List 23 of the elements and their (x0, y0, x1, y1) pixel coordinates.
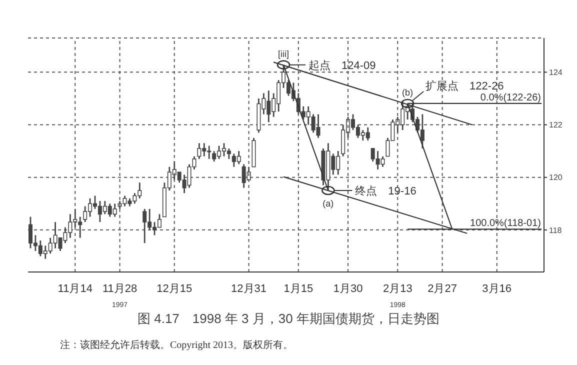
x-tick-label: 12月15 (156, 283, 192, 295)
y-tick-label: 124 (549, 68, 563, 78)
annotation: 起点 124-09 (308, 58, 376, 72)
y-tick-label: 120 (549, 173, 563, 182)
annotation: 终点 19-16 (355, 184, 416, 198)
x-tick-label: 3月16 (482, 283, 512, 295)
annotation: [iii] (278, 48, 290, 59)
x-tick-label: 1月30 (333, 283, 363, 295)
x-tick-label: 2月27 (428, 283, 457, 295)
annotation: 0.0%(122-26) (480, 92, 541, 104)
x-tick-label: 2月13 (382, 283, 412, 295)
annotation: 扩展点 122-26 (426, 79, 504, 92)
annotation: 100.0%(118-01) (470, 218, 541, 230)
y-tick-label: 122 (549, 120, 563, 130)
text: 注：该图经允许后转载。Copyright 2013。版权所有。 (60, 338, 294, 352)
x-tick-label: 1月15 (284, 283, 314, 295)
x-tick-label: 12月31 (231, 283, 267, 295)
y-tick-label: 118 (549, 226, 562, 235)
text: 图 4.17 1998 年 3 月，30 年期国债期货，日走势图 (136, 310, 440, 328)
x-tick-label: 11月28 (102, 283, 138, 295)
x-tick-label: 11月14 (58, 283, 92, 295)
annotation: (b) (402, 87, 414, 98)
annotation: (a) (322, 198, 334, 208)
